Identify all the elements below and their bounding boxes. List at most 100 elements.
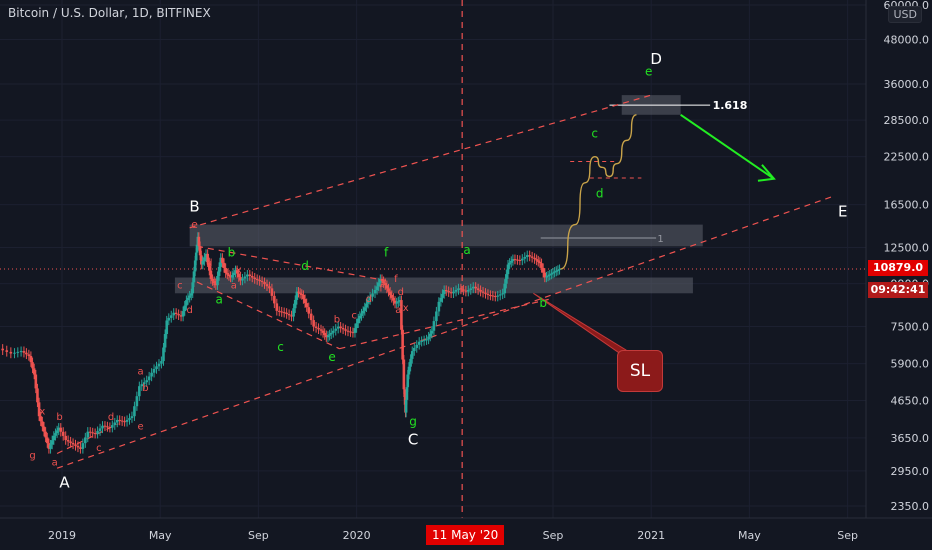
candle-body [346, 330, 350, 332]
candle-body [319, 329, 323, 331]
candle-body [66, 440, 70, 442]
candle-body [447, 291, 450, 293]
candle-body [505, 274, 508, 284]
currency-selector[interactable]: USD [888, 6, 922, 23]
time-axis[interactable]: 2019 May Sep 2020 Sep 2021 May Sep [0, 517, 932, 542]
candle-body [509, 260, 513, 263]
candle-body [356, 318, 360, 324]
wave-label: a [231, 280, 237, 291]
candle-body [479, 290, 482, 292]
candle-body [379, 279, 382, 283]
candle-body [193, 260, 197, 272]
wave-label: x [403, 303, 409, 314]
candle-body [535, 259, 538, 261]
candle-body [268, 286, 271, 289]
candle-body [9, 351, 13, 354]
candle-body [57, 427, 61, 431]
candle-body [533, 257, 536, 260]
candle-body [406, 374, 410, 388]
candle-body [91, 432, 94, 434]
candle-body [556, 269, 560, 271]
candle-body [395, 302, 398, 304]
candle-body [428, 333, 432, 337]
candle-body [360, 313, 363, 316]
candle-body [290, 315, 293, 317]
candle-body [96, 431, 99, 434]
candle-body [476, 288, 480, 291]
candle-body [392, 297, 395, 301]
candle-body [165, 320, 169, 335]
candle-body [498, 294, 502, 296]
candle-body [435, 311, 438, 322]
wave-label: C [408, 430, 418, 448]
candle-body [496, 295, 500, 297]
candle-body [208, 262, 211, 271]
candle-body [270, 288, 274, 296]
candle-body [353, 328, 357, 333]
candle-body [174, 312, 178, 315]
candle-body [108, 427, 112, 429]
candle-body [449, 292, 453, 294]
y-tick-label: 5900.0 [891, 358, 930, 371]
candle-body [441, 293, 444, 298]
candle-body [232, 272, 236, 276]
candle-body [402, 359, 406, 390]
candle-body [390, 294, 394, 298]
candle-body [115, 419, 119, 423]
y-tick-label: 16500.0 [884, 199, 930, 212]
candle-body [128, 418, 131, 420]
candle-body [179, 315, 183, 317]
candle-body [191, 282, 195, 294]
candle-body [469, 288, 473, 291]
candle-body [326, 335, 330, 338]
candle-body [297, 291, 300, 293]
candle-body [204, 253, 208, 258]
candle-body [142, 382, 146, 385]
y-tick-label: 7500.0 [891, 321, 930, 334]
candle-body [314, 326, 318, 328]
candle-body [167, 317, 171, 321]
candle-body [432, 321, 436, 331]
candle-body [49, 444, 52, 449]
candle-body [200, 255, 203, 265]
candle-body [211, 279, 214, 282]
candle-body [405, 387, 409, 400]
candle-body [363, 307, 367, 311]
candle-body [385, 285, 389, 289]
candle-body [162, 347, 165, 362]
candle-body [295, 291, 299, 300]
drawing-overlays: 1 1.618 [0, 0, 866, 518]
candle-body [464, 290, 468, 292]
candle-body [1, 348, 4, 351]
candle-body [437, 301, 441, 312]
x-tick-label: May [738, 529, 761, 542]
candle-body [13, 352, 16, 354]
candle-body [309, 313, 313, 321]
candle-body [69, 441, 72, 443]
candle-body [525, 255, 529, 257]
candle-body [471, 286, 475, 289]
candle-body [216, 276, 219, 286]
candle-body [410, 351, 414, 359]
candle-body [29, 355, 33, 363]
candle-body [235, 270, 239, 274]
candle-body [516, 259, 519, 261]
chart-title: Bitcoin / U.S. Dollar, 1D, BITFINEX [8, 6, 211, 20]
candle-body [287, 314, 291, 316]
candle-body [138, 386, 141, 397]
candle-body [545, 276, 548, 278]
wave-label: e [191, 218, 198, 231]
candle-body [152, 368, 156, 373]
wave-label: a [395, 305, 401, 316]
candle-body [123, 421, 126, 423]
candle-body [265, 284, 269, 287]
candle-body [474, 286, 477, 289]
wave-label: d [301, 259, 309, 273]
candle-body [393, 300, 397, 304]
candle-body [248, 274, 252, 277]
candle-body [494, 296, 497, 298]
candle-body [44, 431, 47, 438]
candle-body [84, 437, 87, 444]
wave-label: D [650, 50, 662, 68]
